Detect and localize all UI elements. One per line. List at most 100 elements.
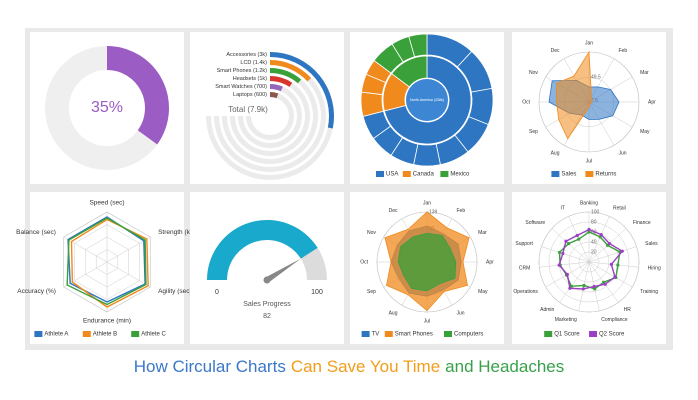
category-label: May — [478, 289, 488, 295]
category-label: Strength (kg) — [158, 229, 196, 236]
category-label: Training — [640, 289, 658, 295]
category-label: Oct — [360, 259, 368, 265]
radar-series — [558, 228, 624, 290]
category-label: Feb — [457, 208, 466, 214]
category-label: Jan — [423, 200, 431, 206]
radar-series — [397, 232, 457, 292]
legend-swatch — [384, 331, 393, 337]
title-segment: and Headaches — [445, 357, 564, 376]
legend-label: Computers — [454, 332, 483, 338]
radar-series — [66, 217, 147, 306]
category-label: Compliance — [601, 317, 628, 323]
category-label: Dec — [551, 48, 560, 54]
legend-swatch — [82, 331, 91, 337]
radar-marker — [599, 232, 603, 237]
category-label: Operations — [513, 289, 538, 295]
radar-series — [556, 50, 593, 140]
legend-swatch — [551, 171, 560, 177]
category-label: Oct — [522, 99, 530, 105]
chart-panel: 20 40 60 80 100 Banking Retail Finance Sales Hiri… — [512, 192, 666, 344]
legend-label: Returns — [595, 172, 616, 178]
legend-label: Athlete B — [93, 332, 117, 338]
radial-bar — [270, 84, 283, 92]
category-label: May — [640, 129, 650, 135]
bar-label: Laptops (600) — [233, 92, 267, 98]
category-label: Balance (sec) — [16, 229, 56, 236]
gauge-tick-label: 100 — [311, 289, 323, 296]
radar-marker — [587, 227, 591, 232]
spoke — [541, 246, 590, 263]
category-label: Apr — [486, 259, 494, 265]
r-tick-label: 100 — [591, 209, 600, 215]
category-label: Retail — [613, 205, 626, 211]
title-segment: Can Save You Time — [291, 357, 440, 376]
panel-background — [190, 32, 344, 184]
category-label: Speed (sec) — [89, 200, 124, 207]
legend-swatch — [544, 331, 553, 337]
spoke — [106, 261, 151, 288]
country-segment — [391, 55, 428, 88]
spoke — [588, 246, 637, 263]
root-node — [406, 79, 448, 121]
legend-swatch — [34, 331, 43, 337]
legend-swatch — [402, 171, 411, 177]
legend-label: Canada — [413, 172, 435, 178]
radar-marker — [587, 230, 591, 234]
legend-swatch — [131, 331, 140, 337]
radar-marker — [603, 282, 607, 286]
total-label: Total (7.9k) — [228, 105, 268, 114]
radar-marker — [565, 272, 569, 277]
radial-bar — [270, 68, 302, 84]
radar-marker — [613, 275, 617, 279]
chart-panel: Accessories (3k) LCD (1.4k) Smart Phones (… — [190, 32, 344, 184]
category-label: Jul — [586, 158, 592, 164]
category-label: CRM — [519, 265, 530, 271]
radial-bar — [270, 60, 312, 82]
radar-marker — [592, 284, 596, 289]
gauge-tick-label: 0 — [215, 289, 219, 296]
r-tick-label: 80 — [591, 219, 597, 225]
legend-swatch — [440, 171, 449, 177]
root-label: North America (338k) — [410, 98, 444, 102]
chart-panel: 2.549.5JanFebMarAprMayJunJulAugSepOctNov… — [512, 32, 666, 184]
legend-swatch — [589, 331, 597, 337]
radar-marker — [582, 283, 586, 288]
bar-label: Smart Watches (700) — [215, 84, 267, 90]
legend-label: Sales — [561, 172, 576, 178]
legend-swatch — [376, 171, 384, 177]
spoke — [559, 261, 590, 303]
legend-label: Q2 Score — [599, 332, 625, 338]
category-label: Nov — [367, 230, 376, 236]
category-label: Admin — [540, 307, 554, 313]
region-segment — [408, 33, 428, 58]
spoke — [551, 228, 590, 263]
bar-label: Headsets (1k) — [233, 76, 267, 82]
radar-marker — [557, 250, 562, 255]
category-label: Mar — [478, 230, 487, 236]
radar-series — [70, 218, 149, 308]
r-tick-label: 20 — [591, 249, 597, 255]
legend-label: TV — [372, 332, 380, 338]
gauge-value-label: 82 — [263, 313, 271, 320]
category-label: Apr — [648, 99, 656, 105]
radar-marker — [575, 233, 579, 238]
spoke — [588, 261, 639, 268]
legend-label: Smart Phones — [395, 332, 433, 338]
radar-marker — [557, 263, 561, 267]
radar-marker — [561, 251, 565, 256]
category-label: Marketing — [555, 317, 577, 323]
category-label: Aug — [551, 150, 560, 156]
center-label: 35% — [91, 99, 123, 116]
gauge-value — [207, 219, 318, 280]
category-label: Nov — [529, 70, 538, 76]
legend-label: USA — [386, 172, 398, 178]
radar-marker — [568, 286, 572, 290]
legend-swatch — [361, 331, 370, 337]
region-segment — [413, 143, 441, 167]
donut-slice — [44, 46, 158, 170]
category-label: Accuracy (%) — [17, 288, 56, 295]
r-tick-label: 139 — [429, 209, 438, 215]
page-title: How Circular Charts Can Save You Time and … — [134, 357, 565, 376]
radar-marker — [607, 241, 612, 246]
legend-label: Mexico — [450, 172, 470, 178]
